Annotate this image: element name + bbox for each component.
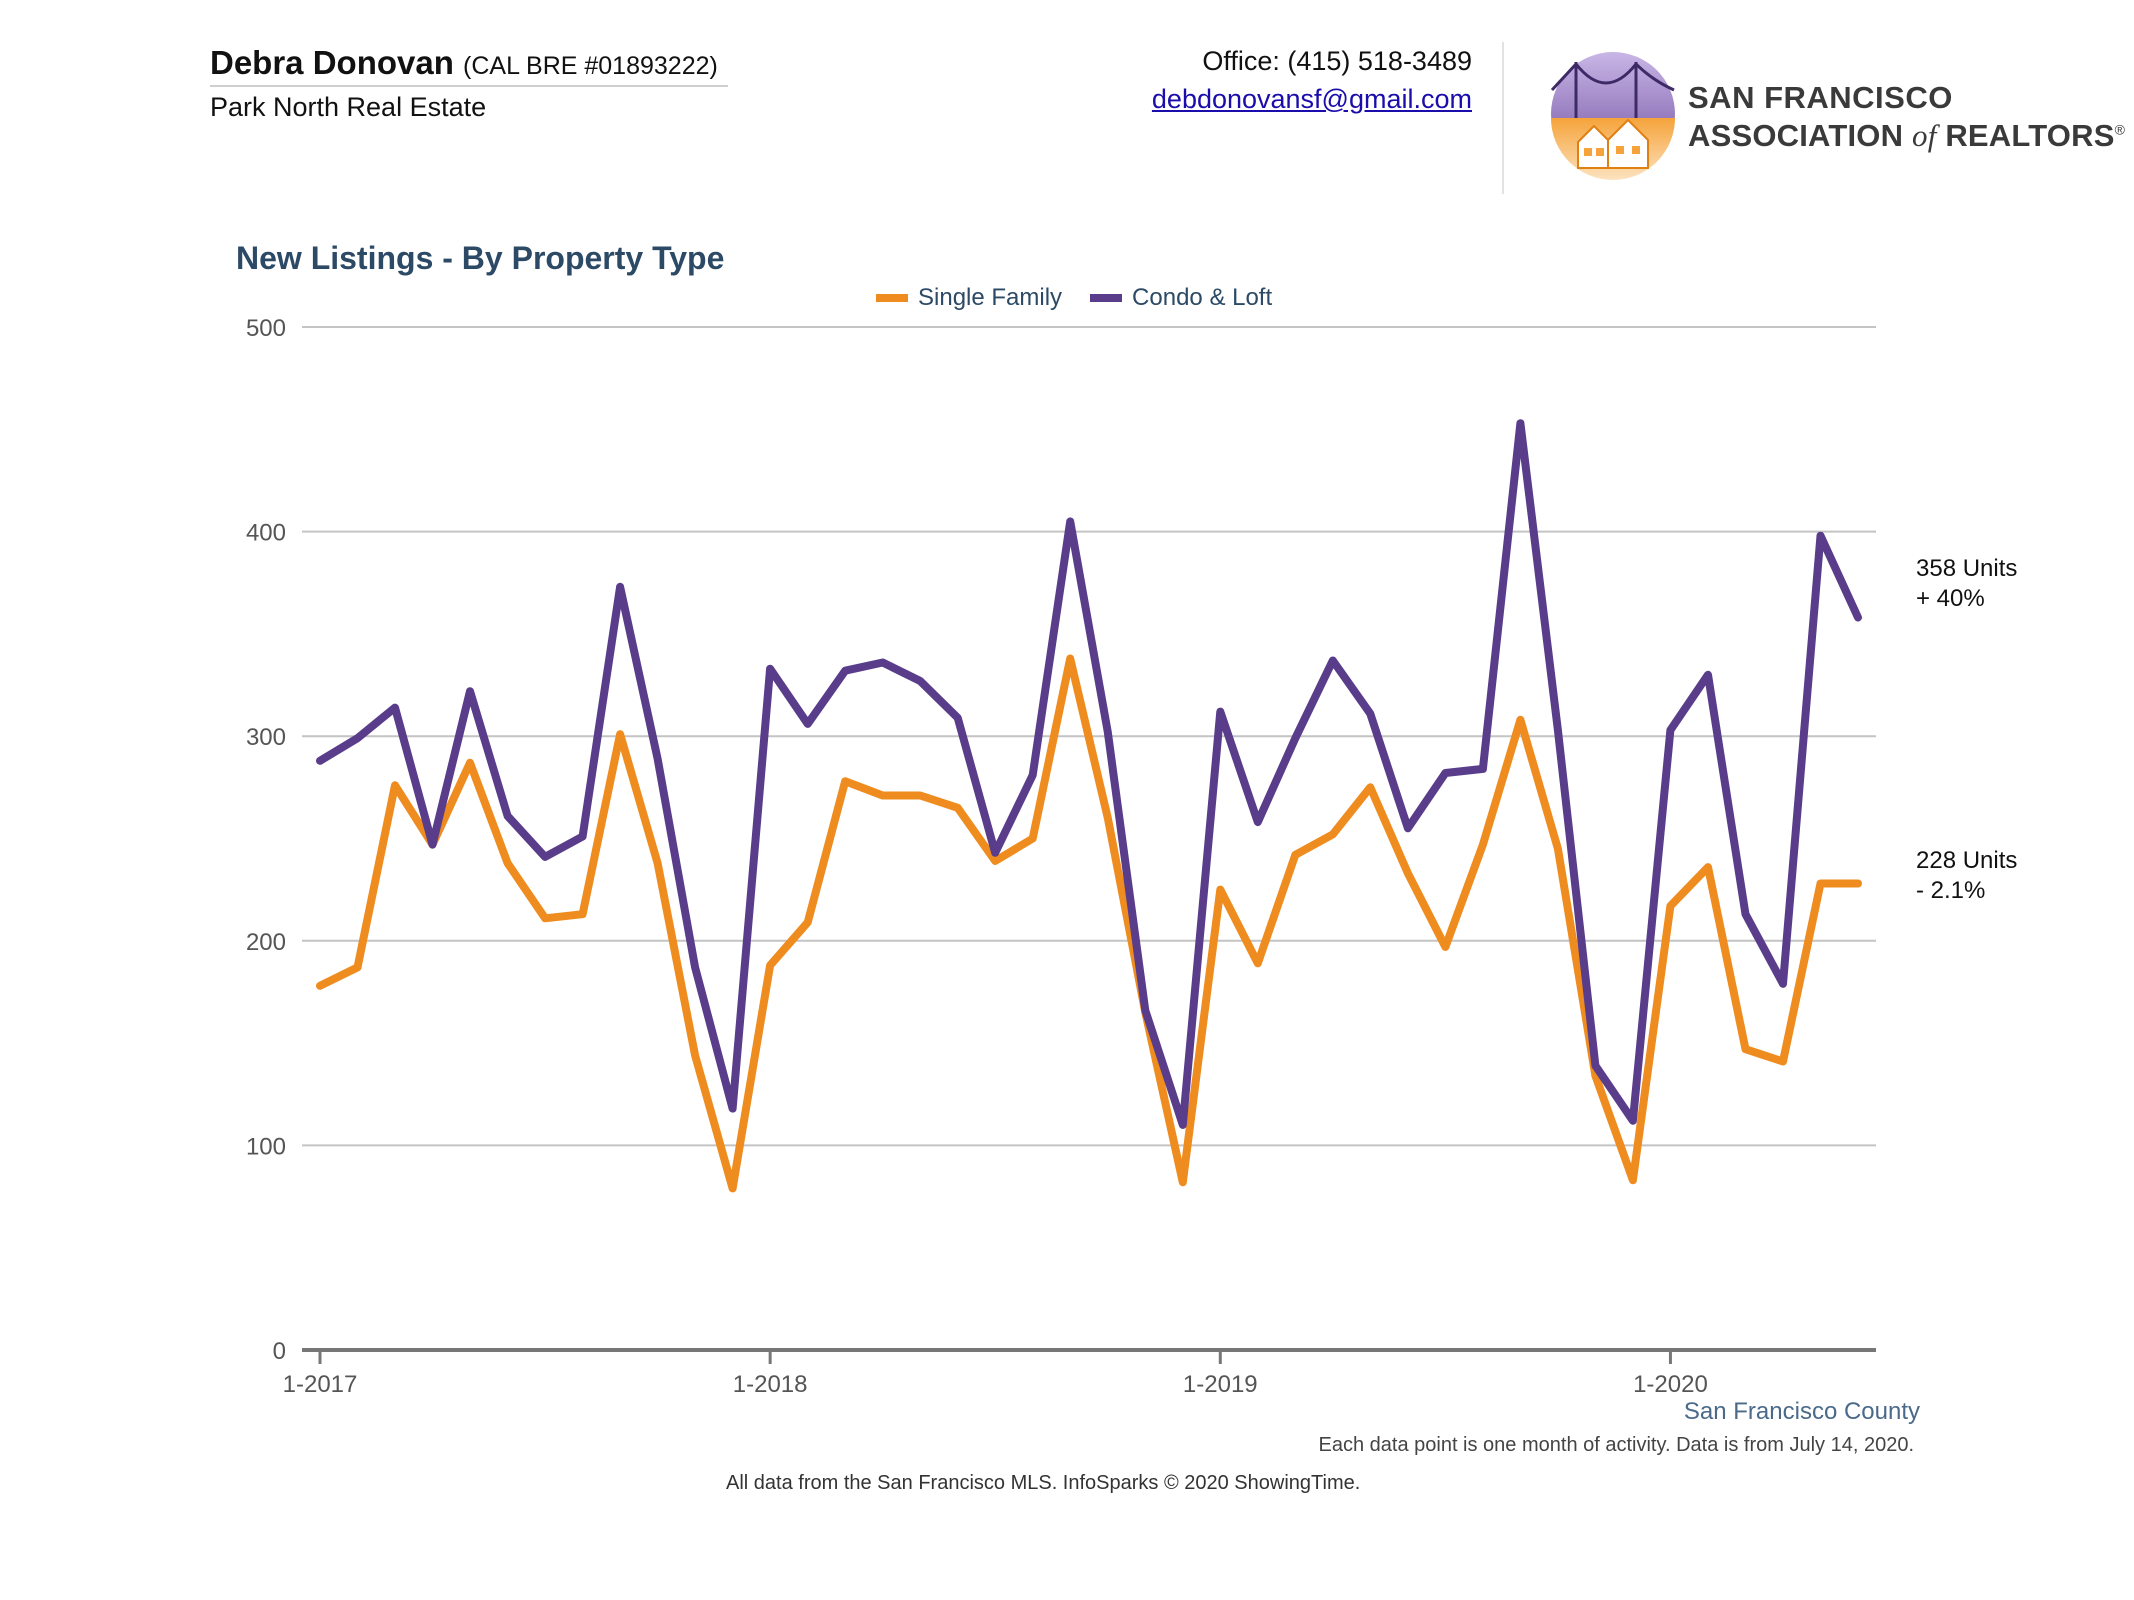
y-tick-label-500: 500 (246, 315, 286, 342)
agent-divider (210, 85, 728, 87)
y-tick-label-100: 100 (246, 1133, 286, 1160)
data-note: Each data point is one month of activity… (1318, 1434, 1915, 1456)
office-phone: Office: (415) 518-3489 (1202, 46, 1472, 76)
association-of: of (1912, 118, 1937, 153)
association-name-line1: SAN FRANCISCO (1688, 80, 1953, 115)
legend-label-single-family: Single Family (918, 284, 1063, 311)
x-tick-label-1-2020: 1-2020 (1633, 1371, 1708, 1398)
y-tick-label-0: 0 (273, 1338, 286, 1365)
y-tick-label-300: 300 (246, 724, 286, 751)
legend-swatch-single-family (876, 294, 908, 302)
y-tick-label-400: 400 (246, 520, 286, 547)
series-line-single-family (316, 654, 1862, 1193)
agent-name: Debra Donovan (CAL BRE #01893222) (210, 44, 718, 82)
x-tick-label-1-2019: 1-2019 (1183, 1371, 1258, 1398)
end-label-sf-units: 228 Units (1916, 846, 2018, 874)
legend-swatch-condo-loft (1090, 294, 1123, 302)
legend-item-single-family: Single Family (876, 284, 1062, 312)
agent-license: (CAL BRE #01893222) (463, 52, 718, 80)
end-label-condo-loft: 358 Units + 40% (1916, 554, 2017, 614)
data-source: All data from the San Francisco MLS. Inf… (726, 1472, 1361, 1494)
end-label-sf-change: - 2.1% (1916, 876, 1986, 904)
association-word: ASSOCIATION (1688, 118, 1913, 153)
end-label-single-family: 228 Units - 2.1% (1916, 846, 2017, 906)
end-label-condo-units: 358 Units (1916, 554, 2018, 582)
chart-title: New Listings - By Property Type (236, 240, 725, 276)
agent-company: Park North Real Estate (210, 92, 487, 122)
association-realtors: REALTORS (1936, 118, 2115, 153)
chart-legend: Single Family Condo & Loft (876, 284, 1300, 312)
x-tick-label-1-2018: 1-2018 (733, 1371, 808, 1398)
legend-item-condo-loft: Condo & Loft (1090, 284, 1272, 312)
header-divider (1502, 42, 1504, 194)
x-tick-label-1-2017: 1-2017 (283, 1371, 358, 1398)
registered-mark: ® (2114, 121, 2126, 138)
sf-realtors-logo-icon (1550, 52, 1675, 180)
grid-layer (302, 326, 1876, 1147)
y-tick-label-200: 200 (246, 929, 286, 956)
series-line-condo-loft (316, 419, 1862, 1129)
county-label: San Francisco County (1683, 1398, 1920, 1425)
end-label-condo-change: + 40% (1916, 584, 1985, 612)
legend-label-condo-loft: Condo & Loft (1132, 284, 1273, 311)
agent-name-text: Debra Donovan (210, 44, 454, 81)
association-name-line2: ASSOCIATION of REALTORS® (1688, 118, 2125, 154)
email-link[interactable]: debdonovansf@gmail.com (1151, 84, 1472, 114)
axis-layer: 0 100 200 300 400 500 1-2017 1-2018 1-2019 1-2020 (246, 315, 1876, 1398)
series-layer (316, 419, 1862, 1193)
